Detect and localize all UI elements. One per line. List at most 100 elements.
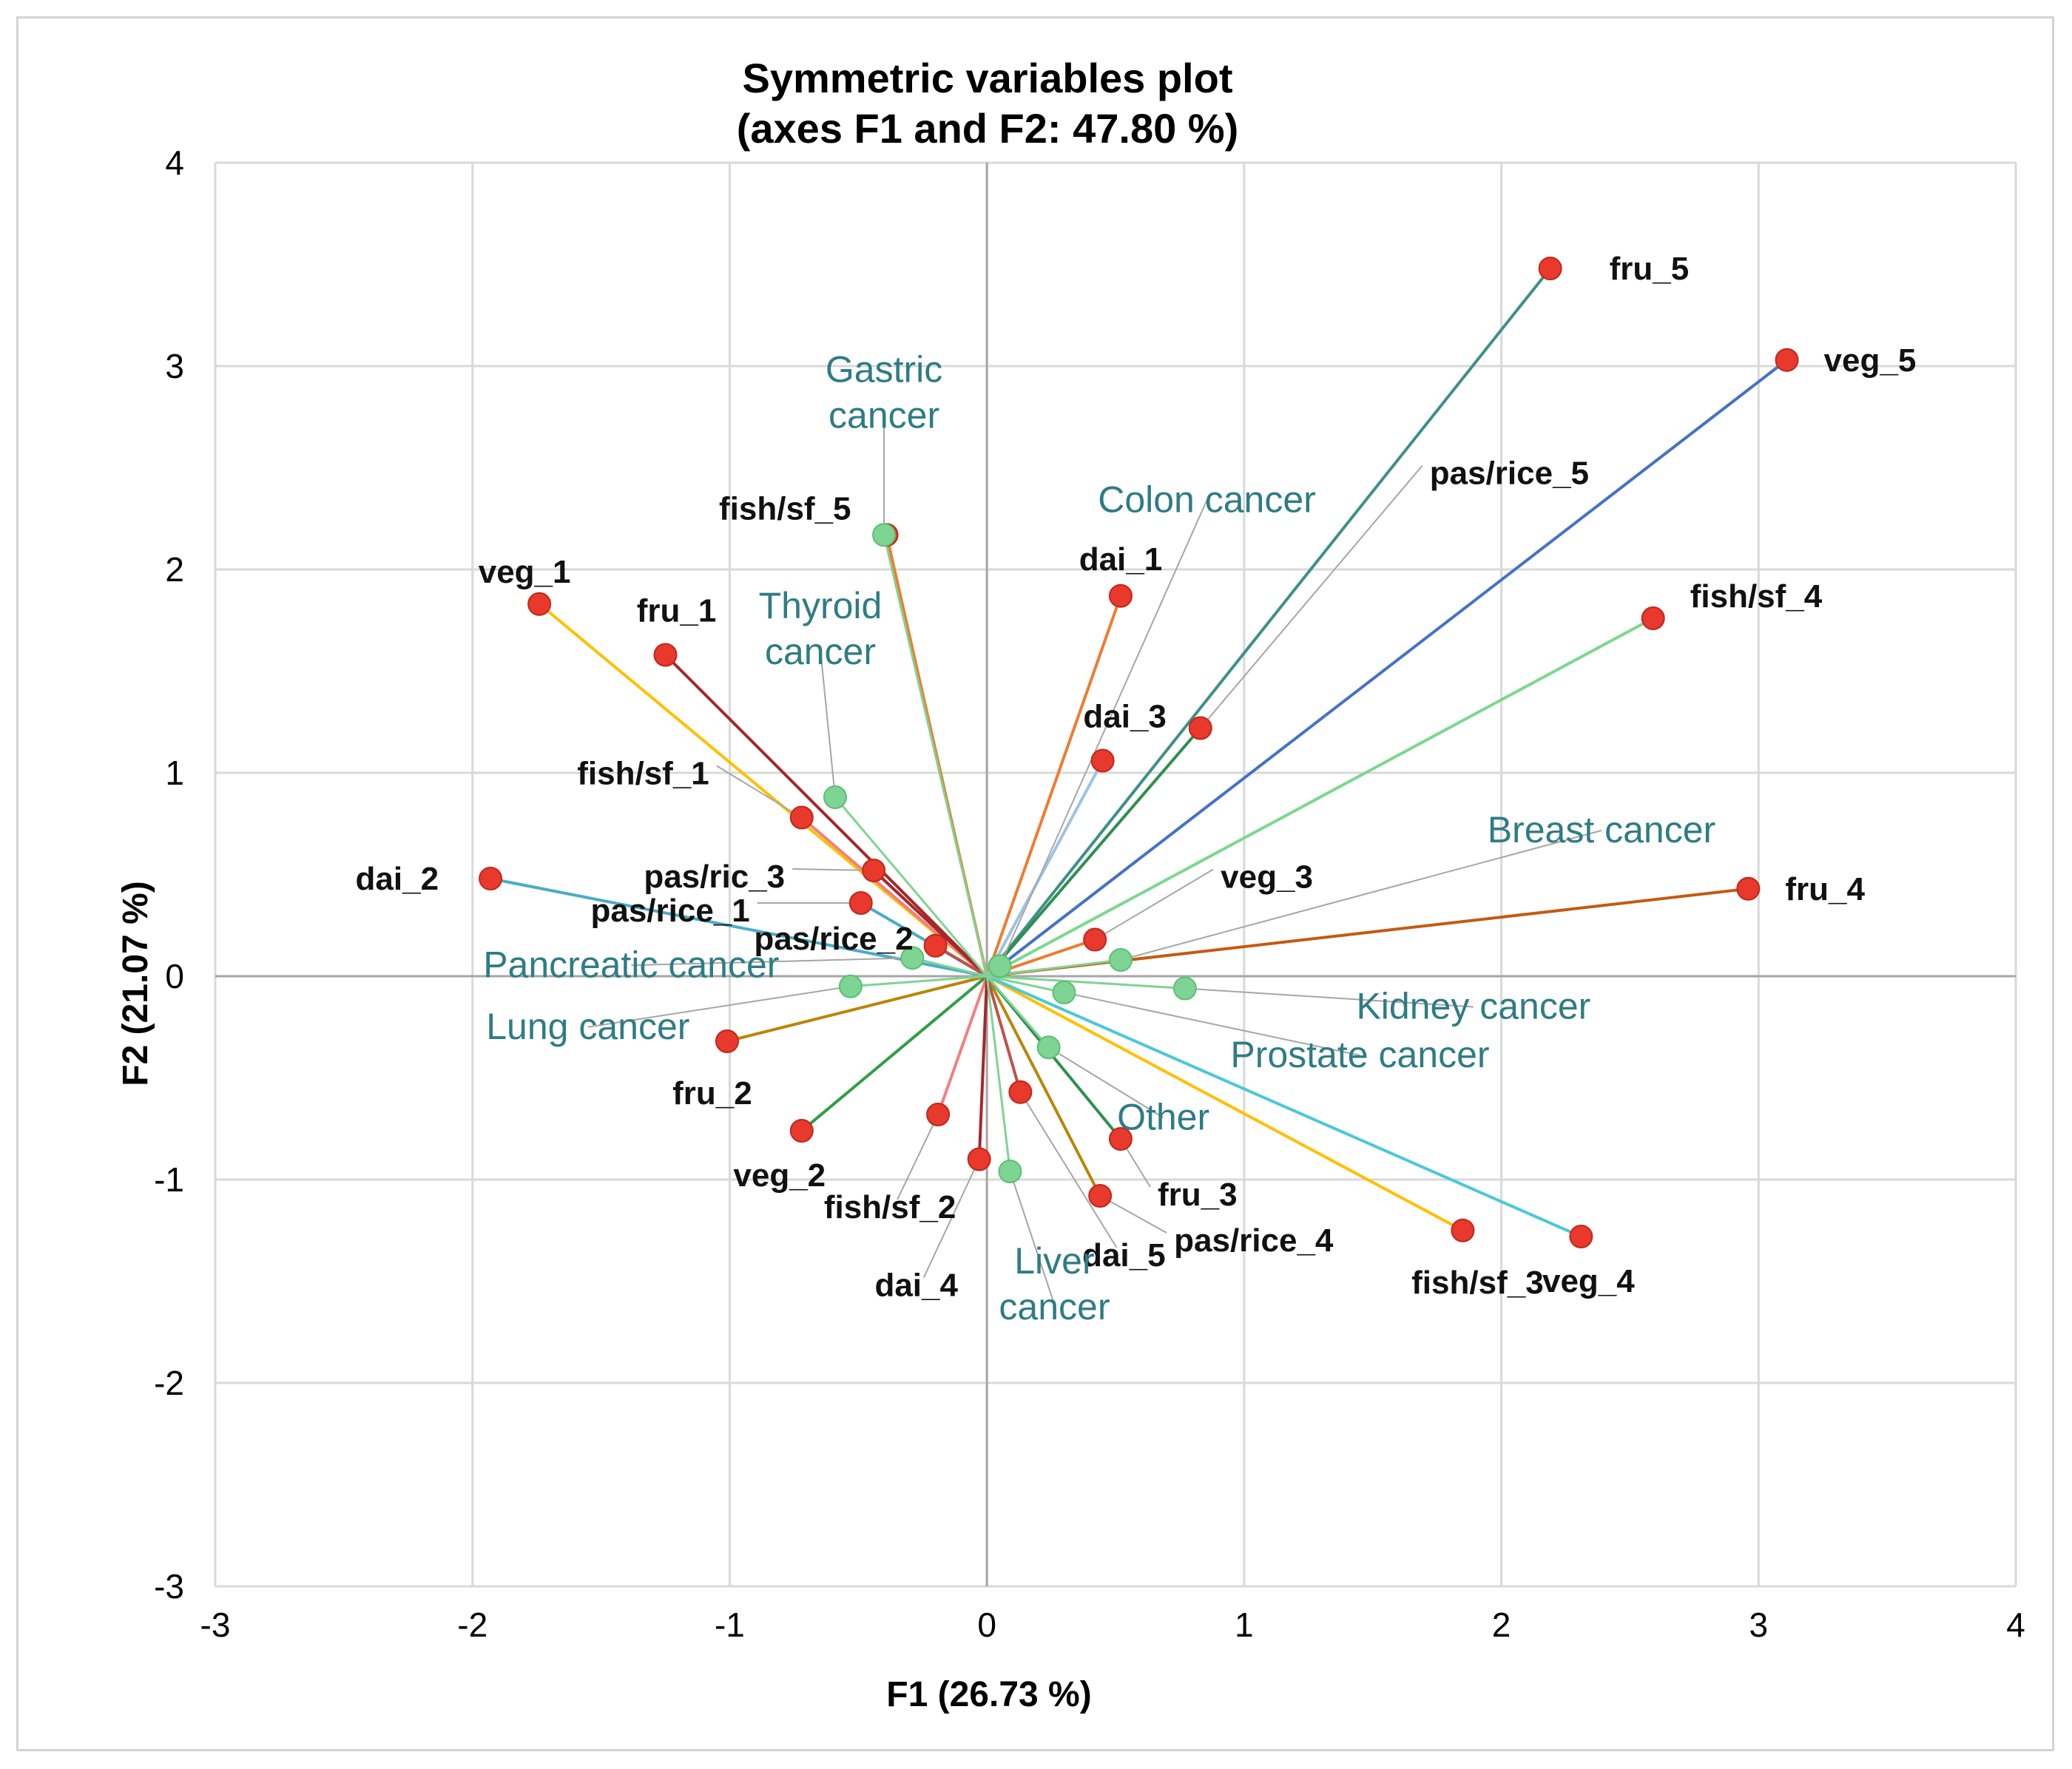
biplot-svg: fru_5 veg_5 pas/rice_5 fish/sf_4 fru_4 dai_1d…: [116, 55, 2025, 1714]
cancer-point: [838, 974, 863, 998]
point-fru-1: [653, 643, 678, 667]
point-veg-5: [1775, 348, 1799, 372]
point-pas-rice-4: [1088, 1184, 1113, 1208]
point-veg-3: [1083, 927, 1107, 952]
cancer-point: [1052, 981, 1076, 1004]
cancer-label: Colon cancer: [1098, 478, 1316, 520]
cancer-label-line: Colon cancer: [1098, 478, 1316, 520]
x-tick-label: 1: [1235, 1606, 1254, 1644]
y-tick-label: -2: [154, 1364, 184, 1402]
cancer-vector-line: [987, 975, 1185, 990]
label-dai-2: dai_2: [356, 861, 439, 897]
cancer-label: Thyroid cancer: [759, 585, 883, 672]
cancer-label-line: Pancreatic cancer: [483, 944, 779, 985]
point-pas-rice-2: [923, 933, 948, 958]
cancer-label: Kidney cancer: [1356, 986, 1590, 1027]
cancer-vector-line: [850, 975, 988, 988]
label-dai-4: dai_4: [874, 1268, 958, 1304]
cancer-label-line: cancer: [999, 1286, 1110, 1327]
chart-title-line-1: Symmetric variables plot: [743, 55, 1233, 101]
cancer-vector-line: [834, 796, 988, 977]
cancer-leader-line: [1048, 1046, 1164, 1119]
cancer-point: [998, 1160, 1022, 1183]
label-veg-3: veg_3: [1221, 859, 1313, 896]
point-veg-2: [789, 1119, 814, 1143]
label-veg-2: veg_2: [733, 1157, 826, 1194]
vector-line-fish-sf-2: [937, 975, 989, 1115]
label-fru-1: fru_1: [637, 593, 717, 629]
axes-layer: [215, 163, 2016, 1586]
label-fru-3: fru_3: [1158, 1177, 1238, 1213]
vector-line-pas-rice-5: [985, 727, 1202, 978]
x-tick-label: 4: [2006, 1606, 2025, 1644]
x-tick-label: 3: [1749, 1606, 1768, 1644]
point-fish-sf-2: [926, 1103, 951, 1126]
y-tick-label: -1: [154, 1160, 184, 1199]
cancer-label-line: Gastric: [826, 348, 942, 390]
label-dai-1: dai_1: [1079, 541, 1163, 578]
cancer-leader-line: [1009, 1171, 1056, 1305]
y-tick-label: 4: [165, 143, 184, 182]
cancer-vector-line: [986, 958, 1121, 978]
cancer-label: Prostate cancer: [1230, 1034, 1489, 1075]
point-dai-1: [1108, 584, 1133, 608]
leader-line: [792, 868, 874, 871]
cancer-vector-line: [911, 956, 988, 978]
label-pas-rice-5: pas/rice_5: [1430, 456, 1589, 492]
cancer-point: [872, 523, 897, 547]
point-dai-3: [1090, 748, 1115, 773]
point-veg-1: [527, 592, 552, 616]
label-fish-sf-2: fish/sf_2: [824, 1189, 956, 1225]
label-fish-sf-5: fish/sf_5: [719, 490, 851, 527]
leader-line: [1019, 1092, 1118, 1248]
cancer-leader-line: [999, 499, 1208, 967]
vector-line-fish-sf-1: [800, 816, 988, 978]
label-pas-rice-1: pas/rice_1: [590, 893, 749, 929]
cancer-label-line: Liver: [1014, 1240, 1094, 1282]
vector-line-dai-4: [977, 975, 989, 1160]
label-layer: fru_5 veg_5 pas/rice_5 fish/sf_4 fru_4 dai_1d…: [356, 251, 1917, 1327]
point-fish-sf-3: [1451, 1218, 1475, 1242]
label-fru-5: fru_5: [1610, 251, 1690, 287]
cancer-vector-line: [986, 975, 1050, 1049]
point-veg-4: [1569, 1225, 1593, 1248]
point-dai-4: [967, 1147, 991, 1171]
vector-line-fish-sf-3: [986, 975, 1464, 1232]
label-fish-sf-4: fish/sf_4: [1690, 578, 1823, 615]
cancer-leader-line: [1064, 992, 1360, 1056]
point-fru-3: [1108, 1127, 1133, 1151]
leader-line: [922, 1159, 980, 1278]
label-veg-4: veg_4: [1542, 1263, 1635, 1299]
point-fish-sf-4: [1641, 606, 1665, 630]
cancer-label-line: cancer: [765, 631, 876, 672]
vector-line-fru-2: [726, 975, 988, 1043]
cancer-label: Pancreatic cancer: [483, 944, 779, 985]
cancer-label-line: Breast cancer: [1488, 809, 1715, 850]
y-tick-label: -3: [154, 1567, 184, 1606]
leader-line: [1099, 1195, 1167, 1234]
cancer-point: [900, 946, 925, 970]
vector-line-dai-1: [985, 595, 1122, 977]
point-fru-5: [1538, 257, 1562, 280]
x-tick-label: -2: [457, 1606, 487, 1644]
vector-line-fru-1: [664, 654, 988, 978]
x-tick-label: 0: [977, 1606, 996, 1644]
label-pas-rice-2: pas/rice_2: [754, 921, 913, 957]
cancer-leader-line: [1120, 830, 1602, 961]
label-pas-ric-3: pas/ric_3: [644, 859, 785, 895]
vector-line-veg-4: [986, 975, 1582, 1238]
leader-line: [897, 1114, 939, 1200]
cancer-label: Liver cancer: [999, 1240, 1110, 1327]
cancer-point: [1172, 976, 1197, 1001]
vector-layer: [490, 267, 1788, 1238]
cancer-point: [823, 785, 847, 809]
cancer-label: Other: [1117, 1096, 1209, 1137]
vector-line-dai-5: [985, 975, 1022, 1093]
label-veg-1: veg_1: [479, 554, 571, 590]
cancer-label-line: Thyroid: [759, 585, 883, 626]
point-layer: [479, 257, 1799, 1248]
label-pas-rice-4: pas/rice_4: [1174, 1222, 1334, 1259]
leader-line: [1199, 464, 1423, 729]
vector-line-fish-sf-4: [986, 617, 1654, 978]
cancer-label-line: Kidney cancer: [1356, 986, 1590, 1027]
